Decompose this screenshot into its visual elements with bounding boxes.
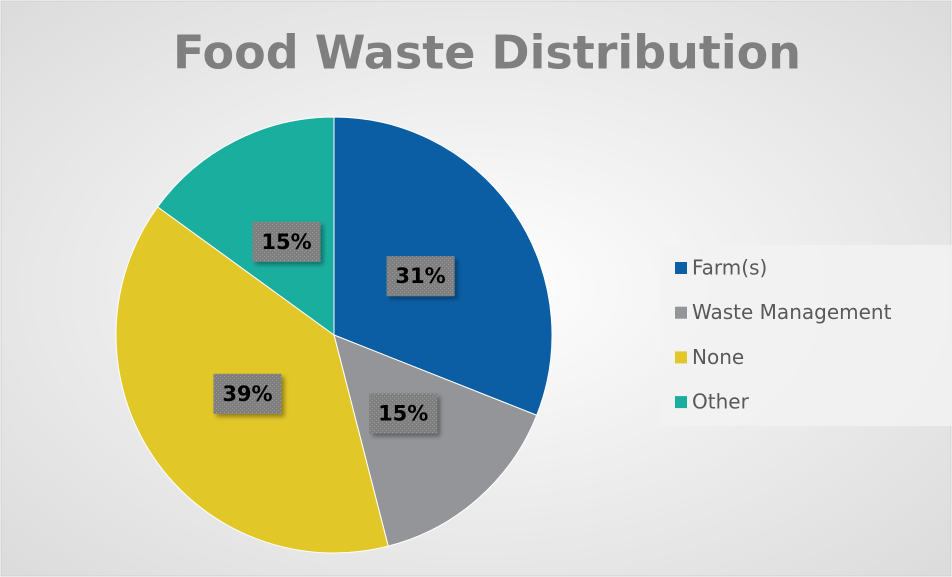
chart-title: Food Waste Distribution bbox=[173, 26, 801, 80]
pie-slice bbox=[156, 116, 335, 336]
data-label: 15% bbox=[261, 230, 311, 254]
data-label: 39% bbox=[222, 382, 272, 406]
legend-swatch bbox=[675, 396, 687, 409]
legend-label: Farm(s) bbox=[692, 256, 767, 280]
data-label-box bbox=[252, 221, 321, 262]
legend-swatch bbox=[675, 262, 687, 274]
legend-swatch bbox=[675, 351, 687, 364]
pie-slice bbox=[333, 334, 538, 547]
data-label-box bbox=[369, 393, 438, 434]
legend-swatch bbox=[675, 306, 687, 319]
data-label-box bbox=[213, 373, 282, 414]
legend-label: Other bbox=[692, 390, 750, 414]
legend-label: Waste Management bbox=[692, 300, 892, 324]
legend-box bbox=[660, 245, 952, 426]
data-label: 15% bbox=[378, 401, 428, 425]
legend-label: None bbox=[692, 345, 744, 369]
data-label: 31% bbox=[395, 264, 445, 288]
data-label-box bbox=[386, 256, 455, 297]
